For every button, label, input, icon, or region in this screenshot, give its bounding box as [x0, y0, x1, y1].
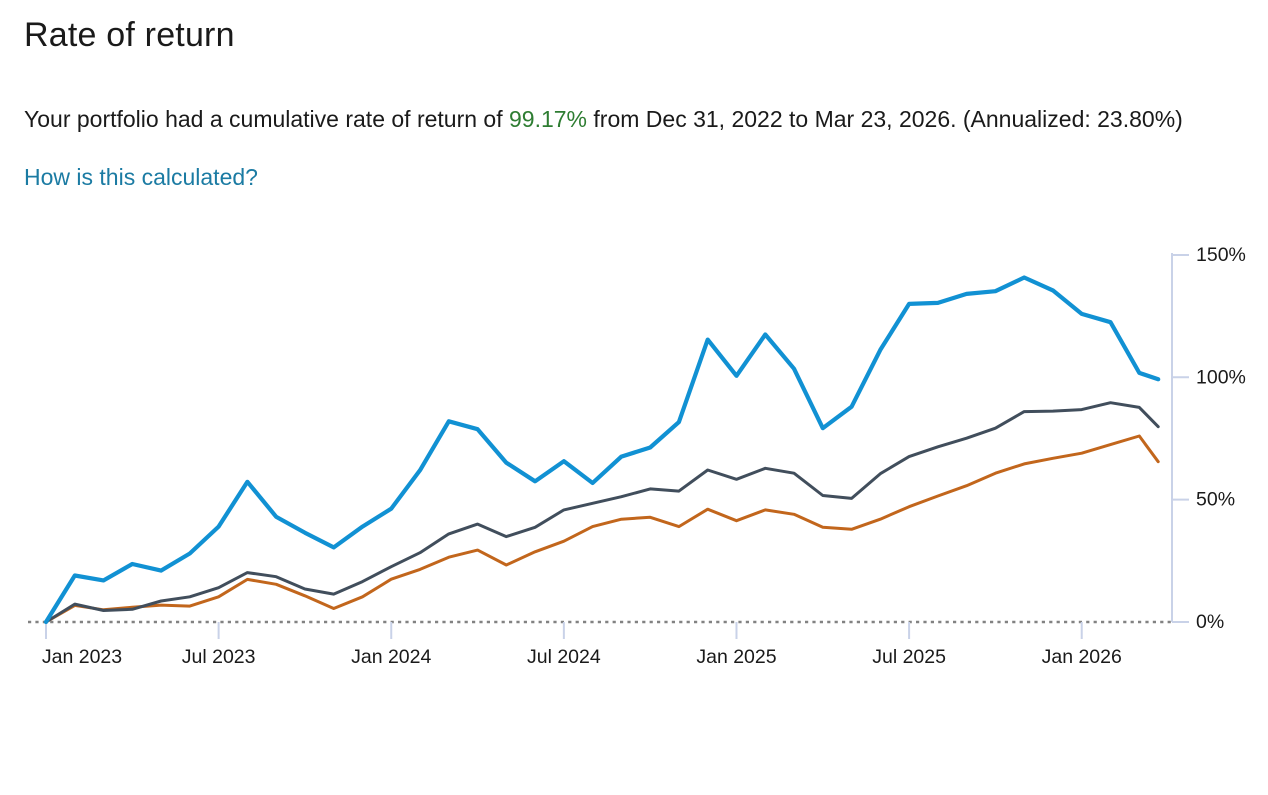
x-tick-label: Jul 2024: [527, 646, 601, 668]
cumulative-return-value: 99.17%: [509, 106, 588, 132]
benchmark-orange-line: [44, 434, 1160, 624]
y-tick-label: 150%: [1196, 244, 1246, 266]
content-area: Rate of return Your portfolio had a cumu…: [0, 0, 1268, 191]
how-calculated-link[interactable]: How is this calculated?: [24, 164, 258, 190]
x-tick-label: Jul 2023: [182, 646, 256, 668]
page-title: Rate of return: [24, 16, 235, 54]
x-tick-label: Jan 2025: [696, 646, 776, 668]
benchmark-gray-line: [44, 401, 1160, 624]
summary-text: Your portfolio had a cumulative rate of …: [24, 101, 1244, 137]
y-tick-label: 50%: [1196, 489, 1235, 511]
x-tick-label: Jan 2024: [351, 646, 431, 668]
portfolio-line: [43, 275, 1161, 625]
x-tick-label: Jul 2025: [872, 646, 946, 668]
y-tick-label: 0%: [1196, 611, 1224, 633]
summary-suffix: from Dec 31, 2022 to Mar 23, 2026. (Annu…: [587, 106, 1183, 132]
summary-prefix: Your portfolio had a cumulative rate of …: [24, 106, 509, 132]
rate-of-return-chart: 150% 100% 50% 0% Jan 2023 Jul 2023 Jan 2024 Jul…: [28, 244, 1246, 668]
x-tick-label: Jan 2023: [42, 646, 122, 668]
x-tick-label: Jan 2026: [1042, 646, 1122, 668]
y-tick-label: 100%: [1196, 366, 1246, 388]
